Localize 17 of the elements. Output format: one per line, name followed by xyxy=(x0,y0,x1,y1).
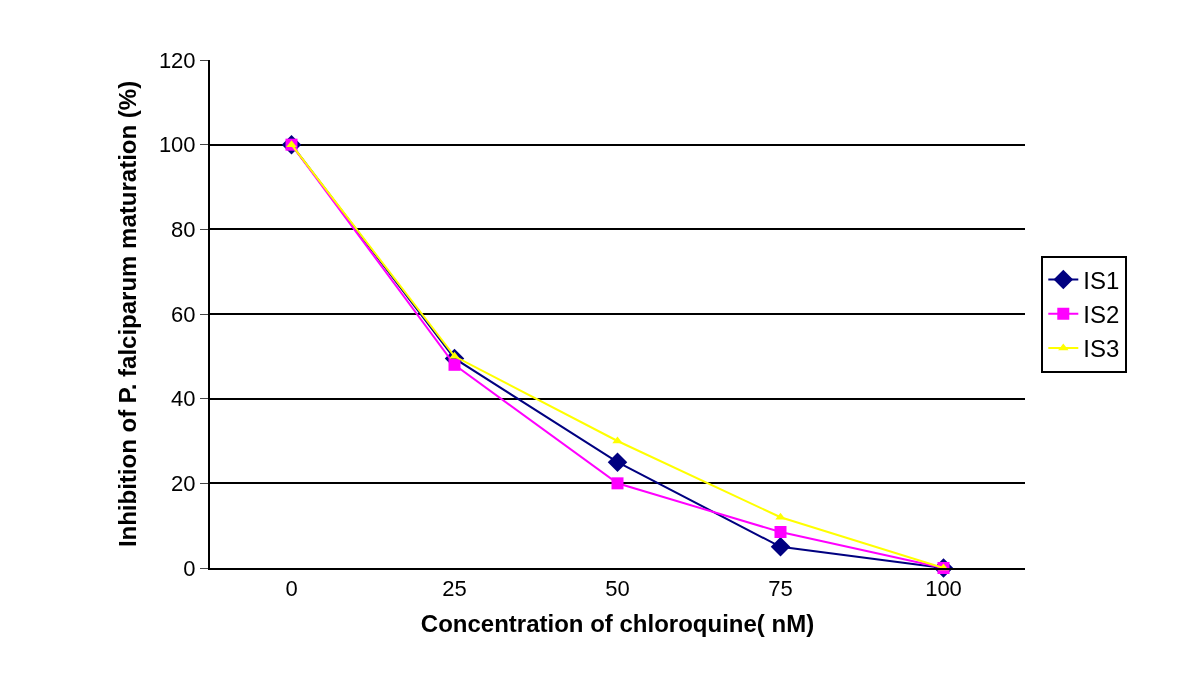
legend-label: IS3 xyxy=(1083,335,1120,363)
x-tick-label: 0 xyxy=(285,576,298,602)
y-tick-label: 100 xyxy=(158,132,196,158)
legend-label: IS2 xyxy=(1083,301,1120,329)
x-tick-label: 50 xyxy=(605,576,630,602)
y-tick-label: 80 xyxy=(171,217,196,243)
y-tick-label: 0 xyxy=(183,555,196,581)
x-tick-label: 100 xyxy=(925,576,962,602)
y-tick-label: 60 xyxy=(171,301,196,327)
y-axis-title: Inhibition of P. falciparum maturation (%) xyxy=(114,80,142,548)
y-tick-label: 20 xyxy=(171,471,196,497)
legend-label: IS1 xyxy=(1083,266,1120,294)
x-tick-label: 75 xyxy=(768,576,793,602)
y-tick-label: 40 xyxy=(171,386,196,412)
x-axis-title: Concentration of chloroquine( nM) xyxy=(420,610,815,638)
y-tick-label: 120 xyxy=(158,47,196,73)
x-tick-label: 25 xyxy=(442,576,467,602)
